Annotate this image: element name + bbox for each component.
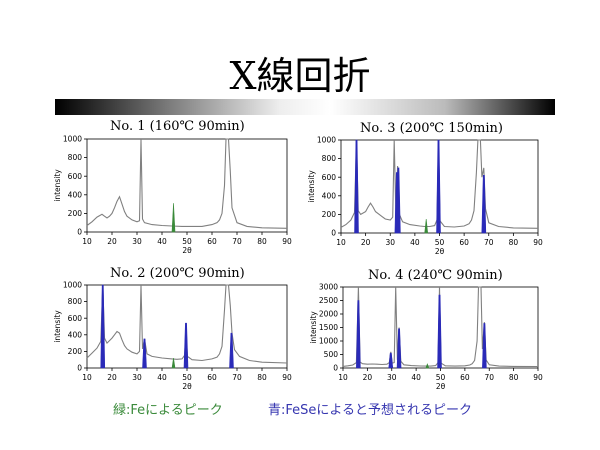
x-tick-label: 40 [410,238,420,247]
y-tick-label: 1000 [63,135,82,144]
y-tick-label: 1000 [317,136,336,145]
x-tick-label: 50 [182,373,192,382]
x-tick-label: 60 [459,238,469,247]
x-tick-label: 10 [338,373,348,382]
x-tick-label: 80 [509,238,519,247]
legend-green-fe: 緑:Feによるピーク [113,403,223,418]
y-axis-label: intensity [307,170,316,203]
y-tick-label: 2000 [319,310,338,319]
y-tick-label: 400 [68,190,83,199]
x-axis-label: 2θ [435,247,445,256]
y-tick-label: 200 [322,210,337,219]
chart-title-no3: No. 3 (200℃ 150min) [360,121,503,136]
x-tick-label: 20 [363,373,373,382]
x-tick-label: 40 [411,373,421,382]
x-tick-label: 20 [107,373,117,382]
y-tick-label: 500 [324,350,339,359]
x-tick-label: 80 [509,373,519,382]
x-tick-label: 70 [232,237,242,246]
x-tick-label: 60 [207,373,217,382]
xrd-pattern-line [86,138,288,229]
x-tick-label: 70 [484,373,494,382]
y-tick-label: 600 [68,172,83,181]
x-axis-label: 2θ [182,382,192,391]
x-tick-label: 90 [282,373,292,382]
x-tick-label: 30 [132,237,142,246]
legend-blue-fese: 青:FeSeによると予想されるピーク [268,403,473,418]
fese-peak-2 [396,167,401,234]
chart-title-no1: No. 1 (160℃ 90min) [110,119,245,134]
xrd-pattern-line [340,139,539,229]
x-tick-label: 60 [460,373,470,382]
y-tick-label: 2500 [319,296,338,305]
chart-title-no2: No. 2 (200℃ 90min) [110,266,245,281]
x-tick-label: 30 [385,238,395,247]
x-tick-label: 40 [157,237,167,246]
y-tick-label: 1000 [319,337,338,346]
x-axis-label: 2θ [182,246,192,255]
xrd-pattern-line [86,284,288,364]
x-tick-label: 90 [533,238,543,247]
y-axis-label: intensity [53,310,62,343]
x-tick-label: 30 [387,373,397,382]
xrd-chart-no2: 10 20 30 40 50 60 70 80 90 0 200 400 600 800 1000 2θ int… [53,281,292,391]
y-axis-label: intensity [309,311,318,344]
x-tick-label: 80 [257,237,267,246]
fese-peak-3 [229,332,234,369]
fese-peak-0 [354,139,359,234]
y-tick-label: 0 [77,228,82,237]
xrd-pattern-line [342,286,539,368]
x-tick-label: 90 [282,237,292,246]
x-tick-label: 60 [207,237,217,246]
x-axis-label: 2θ [436,382,446,391]
x-tick-label: 80 [257,373,267,382]
x-tick-label: 20 [361,238,371,247]
y-tick-label: 800 [68,153,83,162]
y-tick-label: 3000 [319,283,338,292]
fese-peak-0 [100,284,106,369]
fe-peak-0 [171,357,176,369]
xrd-chart-no3: 10 20 30 40 50 60 70 80 90 0 200 400 600 800 1000 2θ int… [307,136,543,256]
xrd-chart-no1: 10 20 30 40 50 60 70 80 90 0 200 400 600 800 1000 2θ int… [53,135,292,255]
x-tick-label: 10 [82,237,92,246]
y-tick-label: 800 [322,154,337,163]
y-tick-label: 800 [68,297,83,306]
chart-title-no4: No. 4 (240℃ 90min) [368,268,503,283]
x-tick-label: 50 [436,373,446,382]
y-tick-label: 1500 [319,323,338,332]
y-tick-label: 200 [68,347,83,356]
x-tick-label: 70 [484,238,494,247]
y-tick-label: 400 [322,191,337,200]
plot-frame [86,138,288,233]
fese-peak-2 [396,328,402,369]
y-tick-label: 0 [333,364,338,373]
x-tick-label: 90 [533,373,543,382]
x-tick-label: 50 [435,238,445,247]
x-tick-label: 10 [336,238,346,247]
fe-peak-0 [424,219,429,234]
fese-peak-0 [356,300,361,369]
y-tick-label: 1000 [63,281,82,290]
fese-peak-4 [481,175,487,234]
title-gradient-bar [55,99,555,115]
slide-title: X線回折 [229,54,371,98]
y-tick-label: 400 [68,330,83,339]
fe-peak-0 [425,363,430,369]
y-axis-label: intensity [53,169,62,202]
fe-peak-0 [171,203,176,233]
x-tick-label: 70 [232,373,242,382]
x-tick-label: 10 [82,373,92,382]
fese-peak-4 [482,323,487,369]
xrd-chart-no4: 10 20 30 40 50 60 70 80 90 0 500 1000 1500 2000 2500 30… [309,283,543,391]
x-tick-label: 50 [182,237,192,246]
y-tick-label: 0 [331,229,336,238]
x-tick-label: 20 [107,237,117,246]
y-tick-label: 600 [68,314,83,323]
x-tick-label: 30 [132,373,142,382]
x-tick-label: 40 [157,373,167,382]
y-tick-label: 0 [77,364,82,373]
y-tick-label: 600 [322,173,337,182]
fese-peak-1 [142,338,147,369]
y-tick-label: 200 [68,209,83,218]
